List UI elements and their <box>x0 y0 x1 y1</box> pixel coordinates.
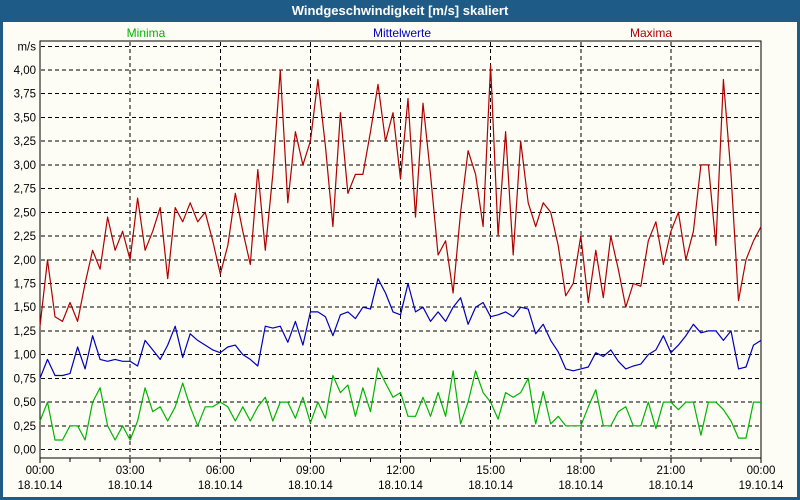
x-axis-time-label: 09:00 <box>296 465 325 477</box>
x-axis-time-label: 06:00 <box>206 465 235 477</box>
legend-maxima: Maxima <box>629 26 673 40</box>
y-axis-label: 1,50 <box>14 302 36 314</box>
series-mittelwerte-line <box>39 278 762 379</box>
x-axis-time-label: 12:00 <box>386 465 415 477</box>
x-axis-time-label: 15:00 <box>476 465 505 477</box>
y-axis-unit: m/s <box>17 41 36 53</box>
y-axis-label: 1,25 <box>14 326 36 338</box>
x-axis-time-label: 03:00 <box>116 465 145 477</box>
x-axis-date-label: 18.10.14 <box>648 480 693 492</box>
window-title: Windgeschwindigkeit [m/s] skaliert <box>291 3 509 18</box>
title-bar: Windgeschwindigkeit [m/s] skaliert <box>0 0 800 22</box>
y-axis-label: 0,25 <box>14 421 36 433</box>
series-minima-line <box>39 367 761 441</box>
y-axis-label: 3,00 <box>14 160 36 172</box>
y-axis-label: 2,00 <box>14 255 36 267</box>
x-axis-date-label: 19.10.14 <box>739 480 784 492</box>
y-axis-label: 2,50 <box>14 207 36 219</box>
y-axis-label: 3,50 <box>14 112 36 124</box>
y-axis-label: 4,00 <box>14 65 36 77</box>
y-axis-label: 2,75 <box>14 184 36 196</box>
x-axis-date-label: 18.10.14 <box>18 480 63 492</box>
y-axis-label: 3,75 <box>14 89 36 101</box>
y-axis-label: 0,75 <box>14 373 36 385</box>
y-axis-label: 1,00 <box>14 350 36 362</box>
y-axis-label: 1,75 <box>14 278 36 290</box>
y-axis-label: 2,25 <box>14 231 36 243</box>
x-axis-date-label: 18.10.14 <box>288 480 333 492</box>
x-axis-date-label: 18.10.14 <box>558 480 603 492</box>
y-axis-label: 3,25 <box>14 136 36 148</box>
x-axis-date-label: 18.10.14 <box>468 480 513 492</box>
series-maxima-line <box>39 64 762 327</box>
x-axis-time-label: 00:00 <box>747 465 776 477</box>
y-axis-label: 0,00 <box>14 445 36 457</box>
legend-mittelwerte: Mittelwerte <box>372 26 432 40</box>
y-axis-label: 0,50 <box>14 397 36 409</box>
x-axis-date-label: 18.10.14 <box>108 480 153 492</box>
x-axis-time-label: 00:00 <box>26 465 55 477</box>
x-axis-time-label: 18:00 <box>566 465 595 477</box>
legend-minima: Minima <box>126 26 166 40</box>
x-axis-time-label: 21:00 <box>656 465 685 477</box>
x-axis-date-label: 18.10.14 <box>378 480 423 492</box>
x-axis-date-label: 18.10.14 <box>198 480 243 492</box>
